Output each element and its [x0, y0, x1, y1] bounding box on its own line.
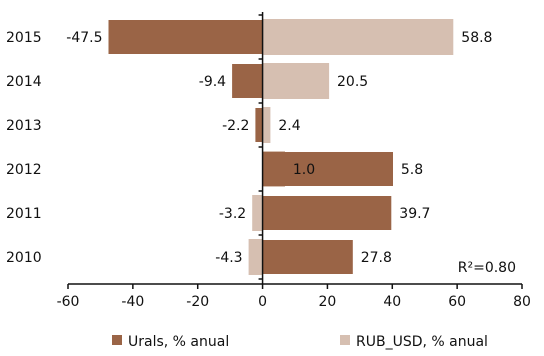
bar-urals-2014 [232, 64, 263, 98]
x-tick-label: 40 [383, 294, 401, 310]
x-tick-label: -60 [57, 294, 80, 310]
r-squared-annotation: R²=0.80 [458, 260, 516, 276]
bar-urals-2012 [262, 152, 393, 186]
category-label-2010: 2010 [6, 250, 42, 266]
category-label-2013: 2013 [6, 118, 42, 134]
x-axis-ticks: -60 -40 -20 0 20 40 60 80 [57, 14, 531, 310]
x-tick-label: 80 [513, 294, 531, 310]
value-labels: -47.5 58.8 -9.4 20.5 -2.2 2.4 5.8 1.0 39.7 -3.2 27… [66, 30, 492, 266]
category-labels: 2015 2014 2013 2012 2011 2010 [6, 30, 42, 266]
x-tick-label: -20 [186, 294, 209, 310]
value-label-urals-2014: -9.4 [199, 74, 226, 90]
legend-swatch-rub-usd [340, 335, 350, 345]
value-label-rub-usd-2015: 58.8 [461, 30, 492, 46]
value-label-rub-usd-2010: -4.3 [215, 250, 242, 266]
category-label-2012: 2012 [6, 162, 42, 178]
value-label-urals-2012: 5.8 [401, 162, 423, 178]
legend-label-rub-usd: RUB_USD, % anual [356, 334, 488, 350]
value-label-urals-2011: 39.7 [399, 206, 430, 222]
value-label-rub-usd-2012: 1.0 [293, 162, 315, 178]
value-label-rub-usd-2014: 20.5 [337, 74, 368, 90]
legend-label-urals: Urals, % anual [128, 334, 229, 350]
bar-urals-2013 [255, 108, 263, 142]
value-label-rub-usd-2011: -3.2 [219, 206, 246, 222]
category-label-2015: 2015 [6, 30, 42, 46]
bar-rub-usd-2010 [248, 239, 263, 275]
bar-urals-2011 [262, 196, 392, 230]
value-label-urals-2015: -47.5 [66, 30, 102, 46]
legend: Urals, % anual RUB_USD, % anual [112, 334, 488, 350]
x-tick-label: 0 [258, 294, 267, 310]
bars [108, 19, 454, 275]
value-label-rub-usd-2013: 2.4 [278, 118, 300, 134]
bar-rub-usd-2011 [252, 195, 263, 231]
bar-rub-usd-2015 [262, 19, 454, 55]
category-label-2014: 2014 [6, 74, 42, 90]
x-tick-label: 20 [319, 294, 337, 310]
category-label-2011: 2011 [6, 206, 42, 222]
bar-rub-usd-2013 [262, 107, 271, 143]
bar-urals-2010 [262, 240, 353, 274]
value-label-urals-2013: -2.2 [222, 118, 249, 134]
bar-rub-usd-2014 [262, 63, 330, 99]
bar-urals-2015 [108, 20, 263, 54]
x-tick-label: -40 [121, 294, 144, 310]
legend-swatch-urals [112, 335, 122, 345]
x-tick-label: 60 [448, 294, 466, 310]
value-label-urals-2010: 27.8 [361, 250, 392, 266]
